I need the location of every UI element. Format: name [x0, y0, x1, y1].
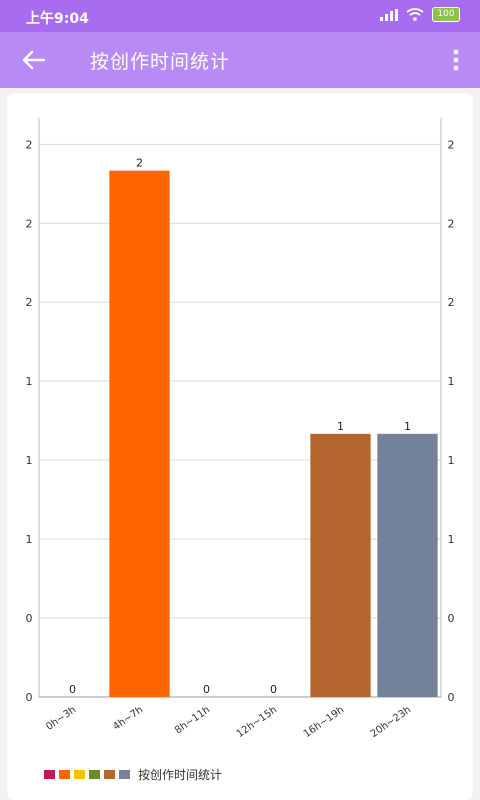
- bar-16h~19h: [310, 433, 371, 697]
- y-tick-label-right: 1: [448, 454, 455, 467]
- y-tick-label-left: 1: [26, 454, 33, 467]
- legend-swatches: [44, 768, 134, 782]
- status-bar: 上午9:04 100: [0, 0, 480, 32]
- legend-swatch: [119, 769, 130, 779]
- y-tick-label-left: 0: [26, 612, 33, 625]
- y-tick-label-right: 2: [448, 296, 455, 309]
- legend-swatch: [59, 769, 70, 779]
- page-title: 按创作时间统计: [90, 51, 231, 73]
- legend-label: 按创作时间统计: [138, 768, 223, 782]
- y-tick-label-left: 2: [26, 217, 33, 230]
- battery-icon: 100: [432, 7, 460, 22]
- bar-value-label: 0: [270, 683, 277, 696]
- back-arrow-icon[interactable]: [18, 46, 50, 74]
- y-tick-label-left: 0: [26, 691, 33, 704]
- y-tick-label-left: 2: [26, 296, 33, 309]
- more-vertical-icon[interactable]: [446, 46, 466, 74]
- x-tick-label: 12h~15h: [235, 704, 279, 740]
- app-bar: 按创作时间统计: [0, 32, 480, 88]
- y-tick-label-left: 1: [26, 375, 33, 388]
- legend-swatch: [74, 769, 85, 779]
- legend-swatch: [89, 769, 100, 779]
- x-tick-label: 16h~19h: [302, 704, 346, 740]
- x-tick-label: 8h~11h: [173, 704, 212, 736]
- status-icons: 100: [380, 7, 460, 22]
- bar-value-label: 1: [404, 420, 411, 433]
- y-tick-label-right: 2: [448, 138, 455, 151]
- bar-value-label: 0: [203, 683, 210, 696]
- y-tick-label-right: 0: [448, 612, 455, 625]
- wifi-icon: [406, 8, 424, 21]
- status-time: 上午9:04: [26, 11, 89, 27]
- x-tick-label: 0h~3h: [44, 704, 78, 732]
- chart-legend: 按创作时间统计: [44, 766, 222, 783]
- bar-value-label: 2: [136, 157, 143, 170]
- y-tick-label-right: 1: [448, 375, 455, 388]
- y-tick-label-right: 0: [448, 691, 455, 704]
- y-tick-label-left: 1: [26, 533, 33, 546]
- y-tick-label-right: 1: [448, 533, 455, 546]
- y-tick-label-left: 2: [26, 138, 33, 151]
- y-tick-label-right: 2: [448, 217, 455, 230]
- bar-value-label: 1: [337, 420, 344, 433]
- x-tick-label: 20h~23h: [369, 704, 413, 740]
- legend-swatch: [104, 769, 115, 779]
- signal-icon: [380, 8, 398, 21]
- bar-20h~23h: [377, 433, 438, 697]
- x-tick-label: 4h~7h: [111, 704, 145, 732]
- bar-value-label: 0: [69, 683, 76, 696]
- legend-swatch: [44, 769, 55, 779]
- bar-4h~7h: [109, 170, 170, 698]
